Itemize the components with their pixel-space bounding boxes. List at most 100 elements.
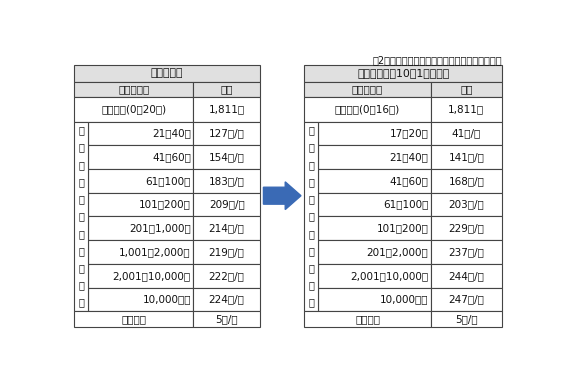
Bar xyxy=(193,193,260,217)
Bar xyxy=(193,146,260,169)
Text: 222円/㎥: 222円/㎥ xyxy=(209,271,244,281)
Bar xyxy=(193,240,260,264)
Text: 224円/㎥: 224円/㎥ xyxy=(209,295,244,305)
Text: 17～20㎥: 17～20㎥ xyxy=(389,129,428,139)
Text: 公衆浴場: 公衆浴場 xyxy=(355,314,380,324)
Bar xyxy=(193,122,260,146)
Text: 超: 超 xyxy=(309,125,314,135)
Text: 61～100㎥: 61～100㎥ xyxy=(146,176,191,186)
Bar xyxy=(304,122,318,311)
Bar xyxy=(88,146,193,169)
Text: 5円/㎥: 5円/㎥ xyxy=(215,314,238,324)
Text: 101～200㎥: 101～200㎥ xyxy=(139,200,191,210)
Text: り: り xyxy=(309,280,314,290)
Text: 141円/㎥: 141円/㎥ xyxy=(448,152,484,162)
Bar xyxy=(304,311,431,327)
Text: １: １ xyxy=(78,212,84,222)
Text: た: た xyxy=(309,263,314,273)
Bar xyxy=(88,217,193,240)
Bar xyxy=(318,122,431,146)
Bar xyxy=(431,264,502,288)
Text: り: り xyxy=(78,280,84,290)
Bar xyxy=(88,193,193,217)
Text: 21～40㎥: 21～40㎥ xyxy=(389,152,428,162)
Bar xyxy=(431,122,502,146)
Text: 水量区分等: 水量区分等 xyxy=(118,85,149,95)
Text: 料: 料 xyxy=(78,160,84,170)
Text: 水量区分等: 水量区分等 xyxy=(352,85,383,95)
Bar xyxy=(431,97,502,122)
Text: ㎥: ㎥ xyxy=(78,229,84,239)
Bar xyxy=(193,169,260,193)
Bar xyxy=(431,288,502,311)
Bar xyxy=(431,311,502,327)
Text: 168円/㎥: 168円/㎥ xyxy=(448,176,484,186)
Text: 超: 超 xyxy=(78,125,84,135)
Text: 21～40㎥: 21～40㎥ xyxy=(152,129,191,139)
Bar xyxy=(88,264,193,288)
Bar xyxy=(304,65,502,82)
Text: 41円/㎥: 41円/㎥ xyxy=(452,129,481,139)
Bar xyxy=(431,169,502,193)
Bar xyxy=(431,193,502,217)
Text: ）: ） xyxy=(309,298,314,308)
Bar xyxy=(193,82,260,97)
Text: 101～200㎥: 101～200㎥ xyxy=(377,223,428,233)
Text: 過: 過 xyxy=(78,142,84,152)
Bar xyxy=(318,264,431,288)
Bar xyxy=(88,240,193,264)
Text: 61～100㎥: 61～100㎥ xyxy=(383,200,428,210)
Text: 改定使用料（10月1日から）: 改定使用料（10月1日から） xyxy=(357,68,449,78)
Bar xyxy=(88,122,193,146)
Text: 209円/㎥: 209円/㎥ xyxy=(209,200,244,210)
Bar xyxy=(74,311,193,327)
Text: （2か月あたり・消費税は含んでおりません。）: （2か月あたり・消費税は含んでおりません。） xyxy=(372,55,502,65)
Text: 183円/㎥: 183円/㎥ xyxy=(209,176,244,186)
Text: 203円/㎥: 203円/㎥ xyxy=(448,200,484,210)
Bar xyxy=(88,288,193,311)
Text: 現行使用料: 現行使用料 xyxy=(151,68,183,78)
Text: 10,000㎥超: 10,000㎥超 xyxy=(142,295,191,305)
Text: 2,001～10,000㎥: 2,001～10,000㎥ xyxy=(113,271,191,281)
Bar xyxy=(318,288,431,311)
Text: 過: 過 xyxy=(309,142,314,152)
Text: 基本料金(0～20㎥): 基本料金(0～20㎥) xyxy=(101,105,166,115)
Text: 単価: 単価 xyxy=(460,85,473,95)
Text: 10,000㎥超: 10,000㎥超 xyxy=(380,295,428,305)
Bar xyxy=(431,82,502,97)
Text: 214円/㎥: 214円/㎥ xyxy=(209,223,244,233)
Text: 154円/㎥: 154円/㎥ xyxy=(209,152,244,162)
Text: ㎥: ㎥ xyxy=(309,229,314,239)
Text: 219円/㎥: 219円/㎥ xyxy=(209,247,244,257)
Bar xyxy=(193,97,260,122)
Bar xyxy=(304,97,431,122)
Bar xyxy=(431,217,502,240)
Bar xyxy=(318,217,431,240)
Text: 1,811円: 1,811円 xyxy=(209,105,244,115)
Text: 単価: 単価 xyxy=(220,85,233,95)
Text: 229円/㎥: 229円/㎥ xyxy=(448,223,484,233)
Text: １: １ xyxy=(309,212,314,222)
Bar xyxy=(193,311,260,327)
Text: 1,001～2,000㎥: 1,001～2,000㎥ xyxy=(119,247,191,257)
Text: 41～60㎥: 41～60㎥ xyxy=(389,176,428,186)
Text: 金: 金 xyxy=(309,177,314,187)
Text: 237円/㎥: 237円/㎥ xyxy=(448,247,484,257)
Bar xyxy=(193,217,260,240)
Text: 料: 料 xyxy=(309,160,314,170)
Text: （: （ xyxy=(309,194,314,204)
Text: 金: 金 xyxy=(78,177,84,187)
Text: 公衆浴場: 公衆浴場 xyxy=(121,314,146,324)
Text: （: （ xyxy=(78,194,84,204)
Text: 201～1,000㎥: 201～1,000㎥ xyxy=(129,223,191,233)
Bar xyxy=(74,97,193,122)
Bar xyxy=(431,146,502,169)
Bar xyxy=(193,288,260,311)
Text: 当: 当 xyxy=(78,246,84,256)
Bar xyxy=(193,264,260,288)
Text: 41～60㎥: 41～60㎥ xyxy=(152,152,191,162)
Text: た: た xyxy=(78,263,84,273)
Text: 5円/㎥: 5円/㎥ xyxy=(455,314,478,324)
Text: 127円/㎥: 127円/㎥ xyxy=(209,129,244,139)
Text: 基本料金(0～16㎥): 基本料金(0～16㎥) xyxy=(335,105,400,115)
